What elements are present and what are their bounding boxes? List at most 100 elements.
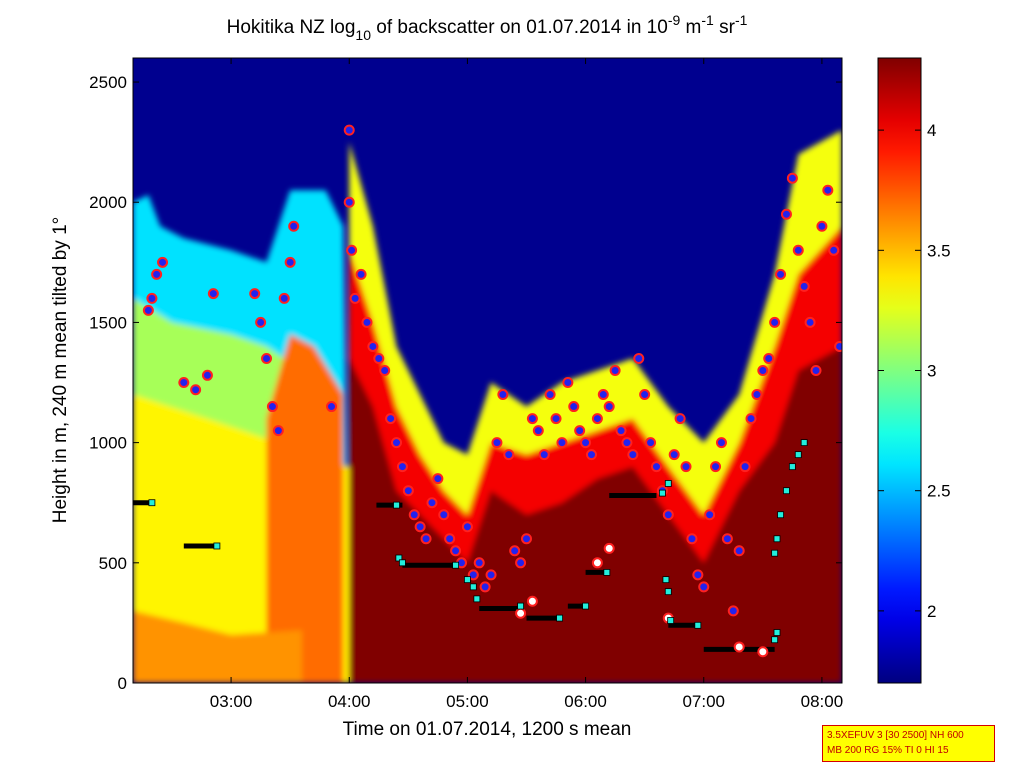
cloud-base-point [288, 220, 300, 232]
cloud-base-point [550, 413, 562, 425]
cloud-base-point-white [591, 557, 603, 569]
cloud-base-point [396, 461, 408, 473]
cloud-base-point [201, 369, 213, 381]
cloud-base-point [157, 256, 169, 268]
cloud-base-point [757, 365, 769, 376]
cloud-base-point [804, 316, 816, 328]
cloud-base-point [639, 389, 651, 401]
colorbar [877, 57, 922, 684]
cloud-base-point [580, 437, 592, 449]
cloud-base-point [544, 389, 556, 401]
cloud-base-point [346, 244, 358, 256]
mixing-layer-point [777, 511, 784, 519]
mixing-layer-point [788, 463, 796, 471]
colorbar-tick-label: 2 [927, 602, 936, 621]
cloud-base-point [568, 401, 580, 413]
field-left-orange [266, 334, 344, 683]
mixing-layer-point [773, 629, 781, 636]
cloud-base-point [479, 581, 491, 593]
colorbar-tick-label: 2.5 [927, 482, 951, 501]
mixing-layer-point [667, 617, 675, 624]
cloud-base-point [509, 545, 521, 557]
mixing-layer-point [464, 576, 471, 584]
cloud-base-point [432, 473, 444, 485]
x-tick-label: 06:00 [564, 692, 607, 711]
cloud-base-point [674, 413, 686, 425]
y-tick-label: 2500 [89, 73, 127, 92]
colorbar-ticks: 2 2.5 3 3.5 4 [878, 121, 951, 621]
cloud-base-point-white [526, 595, 538, 607]
title-unit1: m [680, 17, 701, 38]
cloud-base-point [810, 365, 822, 376]
y-axis-label: Height in m, 240 m mean tilted by 1° [50, 217, 71, 523]
y-tick-label: 1000 [89, 434, 127, 453]
cloud-base-point [686, 533, 698, 545]
mixing-layer-point [800, 439, 808, 447]
info-line-2: MB 200 RG 15% TI 0 HI 15 [827, 745, 949, 756]
mixing-layer-point [603, 569, 611, 576]
field-right-darkred [349, 346, 842, 683]
colorbar-tick-label: 4 [927, 121, 936, 140]
cloud-base-point [361, 316, 373, 328]
field-left-bottom [133, 610, 302, 683]
cloud-base-point [704, 509, 716, 521]
cloud-base-point [142, 304, 154, 316]
cloud-base-point [146, 292, 158, 304]
mixing-layer-point [771, 549, 779, 557]
cloud-base-point [532, 425, 544, 437]
y-tick-label: 2000 [89, 193, 127, 212]
title-pre: Hokitika NZ log [227, 17, 356, 38]
cloud-base-point [828, 244, 840, 256]
mixing-layer-point [393, 501, 400, 509]
cloud-base-point-white [603, 542, 615, 554]
mixing-layer-point [395, 554, 403, 562]
title-sub: 10 [355, 27, 371, 43]
cloud-base-point [627, 449, 639, 461]
cloud-base-point [556, 437, 568, 449]
cloud-base-point [391, 437, 403, 449]
cloud-base-point [249, 288, 261, 300]
cloud-base-point [438, 509, 450, 521]
cloud-base-point [574, 425, 586, 437]
info-line-1: 3.5XEFUV 3 [30 2500] NH 600 [827, 730, 964, 741]
cloud-base-point [284, 256, 296, 268]
mixing-layer-point [783, 487, 790, 495]
mixing-layer-point [658, 489, 666, 497]
cloud-base-point [373, 352, 385, 364]
cloud-base-point [355, 268, 367, 280]
cloud-base-point [597, 389, 609, 401]
title-sup1: -9 [668, 12, 681, 28]
y-axis-ticks: 0 500 1000 1500 2000 2500 [89, 73, 842, 693]
cloud-base-point [450, 545, 462, 557]
x-tick-label: 08:00 [801, 692, 844, 711]
cloud-base-point [151, 268, 163, 280]
backscatter-field [133, 130, 842, 683]
title-mid: of backscatter on 01.07.2014 in 10 [371, 17, 668, 38]
mixing-layer-point [794, 451, 802, 459]
x-tick-label: 07:00 [682, 692, 725, 711]
cloud-base-point [585, 449, 597, 461]
mixing-layer-point [148, 499, 156, 507]
cloud-base-point [780, 208, 792, 220]
cloud-base-point [745, 413, 757, 425]
cloud-base-point [497, 389, 509, 401]
cloud-base-point [343, 124, 355, 136]
cloud-base-point [668, 449, 680, 461]
cloud-base-point [485, 569, 497, 581]
cloud-base-point [591, 413, 603, 425]
cloud-base-point [698, 581, 710, 593]
x-tick-label: 04:00 [328, 692, 371, 711]
cloud-base-point [491, 437, 503, 449]
chart-title: Hokitika NZ log10 of backscatter on 01.0… [227, 12, 748, 43]
cloud-base-point [727, 605, 739, 617]
cloud-base-point [467, 569, 479, 581]
mixing-layer-point [399, 559, 406, 567]
cloud-base-point [420, 533, 432, 545]
cloud-base-point [266, 401, 278, 413]
cloud-base-point-white [733, 641, 745, 653]
mixing-layer-point [469, 583, 477, 591]
info-box: 3.5XEFUV 3 [30 2500] NH 600 MB 200 RG 15… [822, 725, 995, 762]
cloud-base-point [343, 196, 355, 208]
mixing-layer-point [694, 621, 702, 629]
